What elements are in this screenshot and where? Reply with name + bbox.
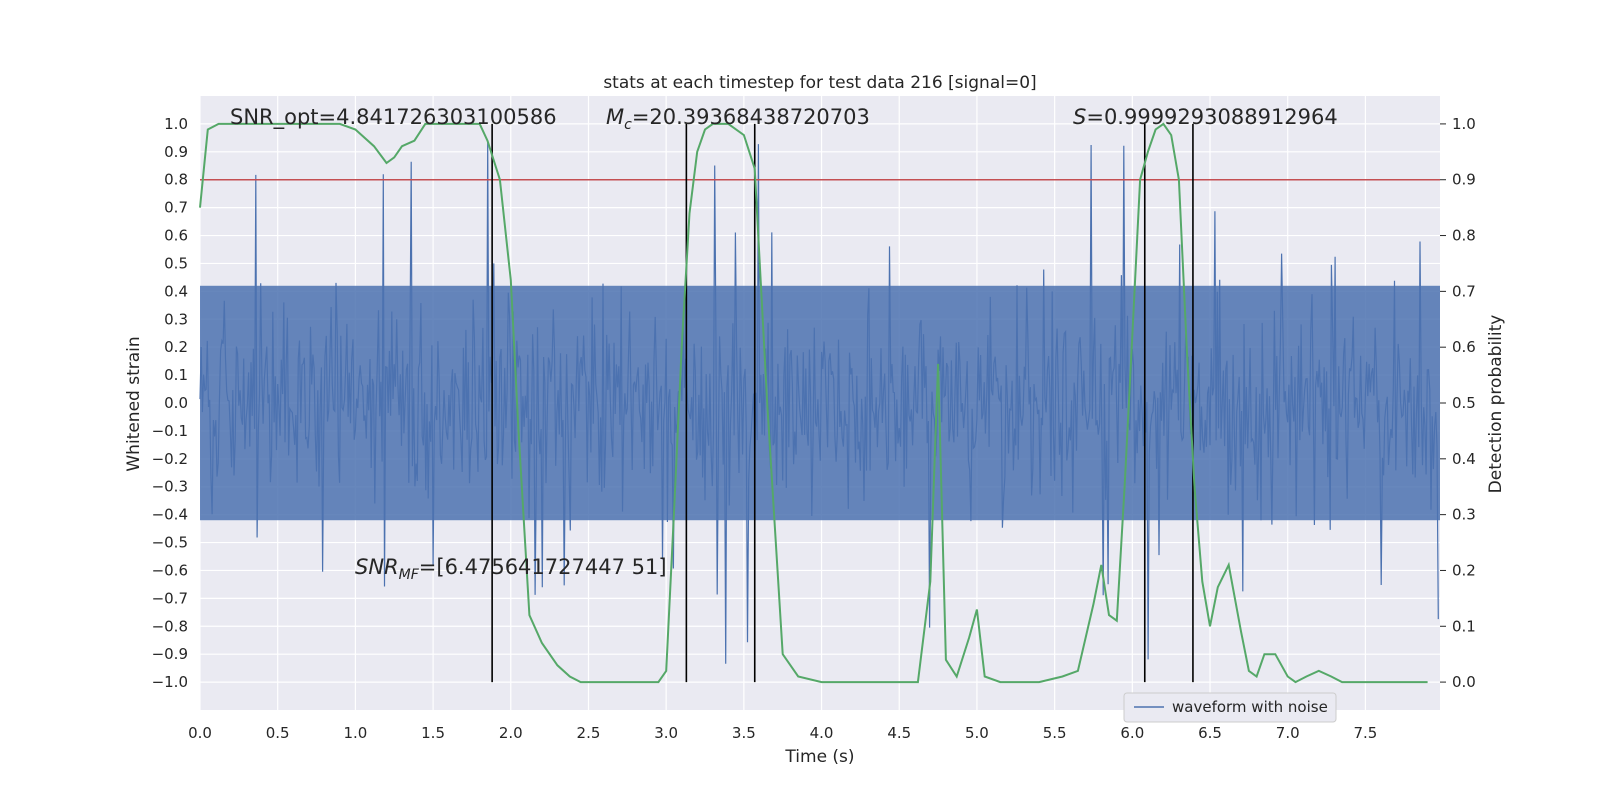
y-left-tick-label: −0.3: [152, 478, 188, 496]
x-tick-label: 7.5: [1353, 724, 1377, 742]
x-tick-label: 3.0: [654, 724, 678, 742]
annotation-chirp-mass-sub: c: [624, 117, 632, 133]
x-tick-label: 5.0: [965, 724, 989, 742]
y-right-tick-label: 0.3: [1452, 506, 1476, 524]
y-left-tick-label: 1.0: [164, 115, 188, 133]
probability-line: [199, 122, 1428, 684]
y-right-tick-label: 0.8: [1452, 227, 1476, 245]
y-left-tick-label: 0.0: [164, 394, 188, 412]
y-right-tick-label: 0.7: [1452, 282, 1476, 300]
y-left-tick-label: −0.8: [152, 617, 188, 635]
y-left-tick-label: −1.0: [152, 673, 188, 691]
y-left-tick-label: −0.6: [152, 561, 188, 579]
x-tick-label: 0.5: [266, 724, 290, 742]
vertical-markers: [491, 123, 1194, 683]
y-left-tick-label: −0.5: [152, 534, 188, 552]
x-tick-label: 7.0: [1276, 724, 1300, 742]
chart-title: stats at each timestep for test data 216…: [603, 73, 1036, 93]
strain-series: [199, 140, 1440, 664]
y-left-tick-label: 0.6: [164, 227, 188, 245]
y-left-tick-label: 0.7: [164, 199, 188, 217]
y-left-axis-label: Whitened strain: [124, 336, 144, 471]
y-left-tick-label: 0.2: [164, 338, 188, 356]
legend-box: [1123, 692, 1337, 723]
x-tick-label: 6.0: [1120, 724, 1144, 742]
y-left-tick-label: −0.1: [152, 422, 188, 440]
y-left-tick-label: −0.2: [152, 450, 188, 468]
legend-label-waveform: waveform with noise: [1172, 698, 1328, 716]
x-tick-label: 4.5: [887, 724, 911, 742]
y-right-tick-label: 0.5: [1452, 394, 1476, 412]
annotation-snr-mf-symbol: SNR: [355, 555, 399, 579]
x-tick-label: 5.5: [1043, 724, 1067, 742]
y-left-tick-label: −0.4: [152, 506, 188, 524]
y-right-tick-label: 0.6: [1452, 338, 1476, 356]
y-right-tick-label: 0.4: [1452, 450, 1476, 468]
x-tick-label: 1.0: [343, 724, 367, 742]
x-tick-label: 6.5: [1198, 724, 1222, 742]
annotation-chirp-mass-symbol: M: [606, 105, 624, 129]
annotation-s-symbol: S: [1073, 105, 1086, 129]
y-left-tick-label: 0.9: [164, 143, 188, 161]
y-left-tick-label: 0.3: [164, 310, 188, 328]
annotation-s-value: =0.9999293088912964: [1086, 105, 1337, 129]
x-axis-ticks: 0.0 0.5 1.0 1.5 2.0 2.5 3.0 3.5 4.0 4.5 5.0 5.5 6.0 6…: [188, 724, 1377, 742]
y-right-tick-label: 0.0: [1452, 673, 1476, 691]
y-left-tick-label: −0.9: [152, 645, 188, 663]
legend: waveform with noise: [1123, 692, 1337, 723]
annotation-snr-mf-value: =[6.475641727447 51]: [419, 555, 667, 579]
x-axis-label: Time (s): [784, 747, 854, 767]
y-right-tick-label: 1.0: [1452, 115, 1476, 133]
y-right-tick-label: 0.9: [1452, 171, 1476, 189]
x-tick-label: 3.5: [732, 724, 756, 742]
y-left-tick-label: −0.7: [152, 589, 188, 607]
annotation-chirp-mass: Mc=20.39368438720703: [606, 105, 870, 133]
y-left-tick-label: 0.8: [164, 171, 188, 189]
y-left-tick-label: 0.4: [164, 282, 188, 300]
x-tick-label: 0.0: [188, 724, 212, 742]
annotation-s: S=0.9999293088912964: [1073, 105, 1338, 129]
y-right-tick-label: 0.2: [1452, 561, 1476, 579]
probability-series: [199, 122, 1428, 684]
y-left-tick-label: 0.1: [164, 366, 188, 384]
annotation-chirp-mass-value: =20.39368438720703: [632, 105, 870, 129]
annotation-snr-opt: SNR_opt=4.841726303100586: [230, 105, 557, 130]
y-right-tick-label: 0.1: [1452, 617, 1476, 635]
y-left-tick-label: 0.5: [164, 254, 188, 272]
annotation-snr-mf: SNRMF=[6.475641727447 51]: [355, 555, 667, 583]
x-tick-label: 2.0: [499, 724, 523, 742]
x-tick-label: 2.5: [577, 724, 601, 742]
y-right-axis-label: Detection probability: [1486, 315, 1506, 494]
y-right-axis-ticks: 1.0 0.9 0.8 0.7 0.6 0.5 0.4 0.3 0.2 0.1 0.0: [1440, 115, 1476, 691]
annotation-snr-mf-sub: MF: [399, 567, 420, 583]
strain-band: [200, 285, 1440, 521]
y-left-axis-ticks: 1.0 0.9 0.8 0.7 0.6 0.5 0.4 0.3 0.2 0.1 0.0 −0.1 −0.…: [152, 115, 188, 691]
x-tick-label: 4.0: [810, 724, 834, 742]
x-tick-label: 1.5: [421, 724, 445, 742]
